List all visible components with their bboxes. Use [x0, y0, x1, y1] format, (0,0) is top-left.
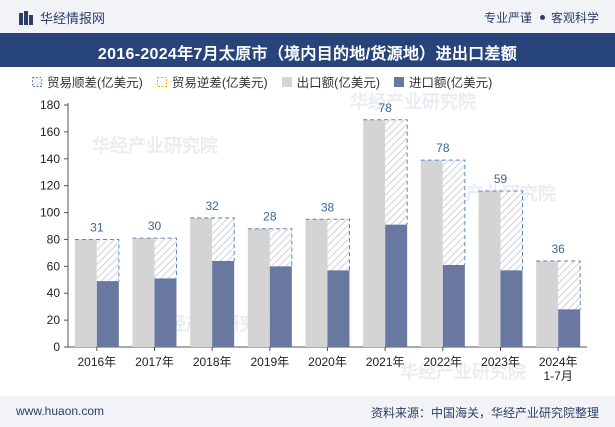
- surplus-data-label: 28: [263, 210, 277, 224]
- title-bar: 2016-2024年7月太原市（境内目的地/货源地）进出口差额: [0, 33, 615, 67]
- x-tick-label: 2022年: [423, 355, 462, 369]
- surplus-outline: [190, 217, 235, 261]
- y-tick-label: 140: [40, 152, 60, 166]
- y-tick-label: 0: [53, 340, 60, 354]
- surplus-data-label: 36: [551, 242, 565, 256]
- import-bar: [327, 270, 350, 347]
- import-bar: [500, 270, 523, 347]
- x-tick-label: 2024年: [539, 355, 578, 369]
- surplus-data-label: 78: [378, 101, 392, 115]
- slogan-tags: 专业严谨 客观科学: [484, 9, 599, 26]
- legend-label: 进口额(亿美元): [408, 76, 493, 90]
- y-tick-label: 80: [47, 232, 61, 246]
- import-bar: [269, 266, 292, 347]
- huajing-logo-icon: [19, 10, 33, 25]
- surplus-bar: [269, 228, 292, 267]
- legend-label: 贸易逆差(亿美元): [171, 76, 268, 90]
- import-bar: [154, 278, 177, 347]
- surplus-data-label: 32: [205, 199, 219, 213]
- surplus-outline: [536, 260, 581, 310]
- footer-url-link[interactable]: www.huaon.com: [16, 404, 105, 418]
- surplus-data-label: 30: [148, 219, 162, 233]
- surplus-bar: [500, 191, 523, 271]
- import-bar: [212, 260, 235, 347]
- legend-swatch: [281, 76, 292, 87]
- chart-legend: 贸易顺差(亿美元) 贸易逆差(亿美元) 出口额(亿美元) 进口额(亿美元): [32, 72, 506, 91]
- chart-title: 2016-2024年7月太原市（境内目的地/货源地）进出口差额: [97, 46, 518, 63]
- surplus-bar: [96, 239, 119, 282]
- x-tick-label: 2018年: [193, 355, 232, 369]
- surplus-outline: [305, 218, 350, 271]
- surplus-outline: [132, 237, 177, 279]
- export-bar: [536, 260, 559, 347]
- export-bar: [478, 191, 501, 347]
- y-tick-label: 180: [40, 98, 60, 112]
- y-tick-label: 100: [40, 206, 60, 220]
- export-bar: [132, 238, 155, 347]
- export-bar: [305, 219, 328, 347]
- watermark-text: 华经产业研究院: [400, 361, 526, 382]
- export-bar: [74, 239, 97, 347]
- export-bar: [247, 228, 270, 347]
- y-tick-label: 120: [40, 179, 60, 193]
- surplus-bar: [385, 119, 408, 225]
- separator-dot-icon: [539, 15, 545, 20]
- y-tick-label: 20: [47, 313, 61, 327]
- surplus-data-label: 38: [321, 200, 335, 214]
- legend-item-deficit[interactable]: 贸易逆差(亿美元): [156, 72, 268, 91]
- surplus-bar: [558, 260, 581, 310]
- legend-item-export[interactable]: 出口额(亿美元): [281, 72, 380, 91]
- surplus-bar: [442, 160, 465, 265]
- data-source: 资料来源：中国海关，华经产业研究院整理: [370, 406, 599, 420]
- watermark-text: 华经产业研究院: [92, 135, 218, 156]
- y-tick-label: 40: [47, 286, 61, 300]
- slogan-tag: 专业严谨: [483, 11, 532, 25]
- surplus-data-label: 78: [436, 141, 450, 155]
- brand-name: 华经情报网: [40, 11, 106, 26]
- slogan-tag: 客观科学: [550, 11, 599, 25]
- legend-item-import[interactable]: 进口额(亿美元): [393, 72, 493, 91]
- surplus-data-label: 31: [90, 220, 104, 234]
- x-tick-label: 2023年: [481, 355, 520, 369]
- x-tick-label: 2017年: [135, 355, 174, 369]
- surplus-data-label: 59: [494, 172, 508, 186]
- brand[interactable]: 华经情报网: [18, 8, 105, 27]
- surplus-bar: [154, 238, 177, 279]
- import-bar: [442, 264, 465, 347]
- surplus-outline: [420, 159, 466, 265]
- x-tick-label: 2020年: [308, 355, 347, 369]
- import-bar: [385, 224, 408, 347]
- x-tick-label: 2021年: [366, 355, 405, 369]
- export-bar: [363, 119, 386, 348]
- watermark-text: 华经产业研究院: [350, 91, 476, 112]
- footer-bar: www.huaon.com 资料来源：中国海关，华经产业研究院整理: [0, 396, 615, 427]
- surplus-bar: [327, 219, 350, 271]
- export-bar: [190, 217, 213, 347]
- y-tick-label: 160: [40, 125, 60, 139]
- surplus-outline: [478, 190, 523, 271]
- x-tick-label: 2019年: [250, 355, 289, 369]
- surplus-outline: [363, 119, 408, 225]
- import-bar: [96, 281, 119, 347]
- surplus-bar: [212, 217, 235, 261]
- x-tick-label: 2016年: [77, 355, 116, 369]
- top-bar: 华经情报网 专业严谨 客观科学: [0, 0, 615, 33]
- export-bar: [420, 160, 443, 347]
- legend-label: 贸易顺差(亿美元): [47, 76, 143, 90]
- surplus-outline: [247, 228, 293, 267]
- legend-swatch: [156, 76, 167, 87]
- legend-label: 出口额(亿美元): [296, 76, 380, 90]
- x-tick-label: 1-7月: [543, 369, 572, 383]
- legend-item-surplus[interactable]: 贸易顺差(亿美元): [32, 72, 143, 91]
- legend-swatch: [32, 76, 42, 87]
- import-bar: [558, 309, 581, 347]
- surplus-outline: [74, 238, 120, 282]
- y-tick-label: 60: [47, 259, 61, 273]
- legend-swatch: [393, 76, 404, 87]
